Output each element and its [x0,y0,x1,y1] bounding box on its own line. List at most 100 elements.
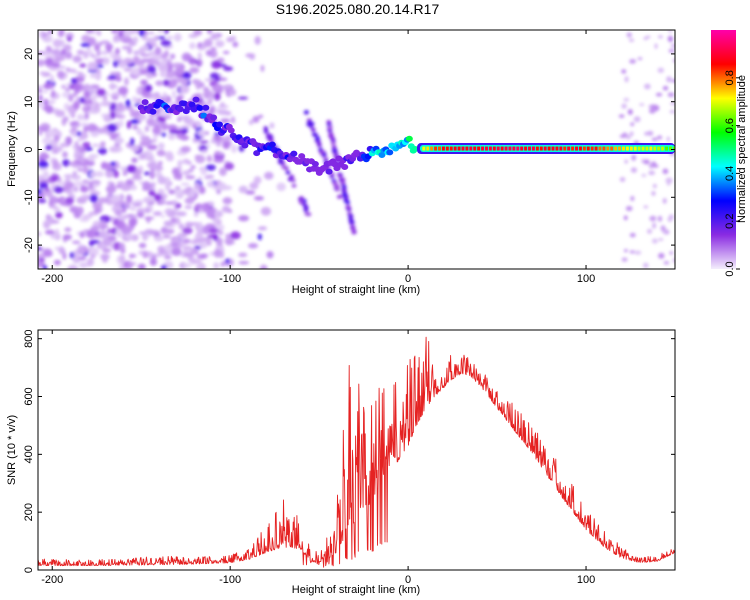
noise-blob [124,77,129,86]
noise-blob [62,159,70,167]
noise-blob [81,214,93,219]
noise-blob [145,72,154,79]
noise-blob [99,220,107,228]
noise-blob [152,166,159,170]
noise-blob [668,30,673,33]
noise-blob [647,130,654,136]
noise-blob [109,71,120,77]
noise-blob [87,61,99,71]
noise-blob [189,60,196,66]
arc-blob [339,177,345,182]
noise-blob [163,220,174,226]
noise-blob [128,262,137,266]
y-tick-label: 400 [23,445,35,463]
noise-blob [248,242,259,249]
noise-blob [162,234,171,239]
noise-blob [64,227,72,233]
noise-blob [42,137,52,145]
noise-blob [125,194,133,204]
noise-blob [109,93,120,97]
noise-blob [172,62,181,68]
noise-blob [208,228,220,234]
noise-blob [107,75,117,80]
noise-blob [120,248,126,254]
noise-blob [200,167,208,176]
noise-blob [220,261,225,267]
noise-blob [215,210,224,218]
noise-blob [61,84,66,89]
noise-blob [662,168,669,175]
noise-blob [238,215,250,222]
band-core [575,146,579,151]
noise-blob [114,209,123,217]
band-core [453,146,457,151]
noise-blob [238,261,250,265]
noise-blob [82,166,89,174]
noise-blob [115,47,120,55]
noise-blob [201,149,208,154]
noise-blob [38,94,43,102]
noise-blob [38,160,49,169]
noise-blob [166,154,175,162]
noise-blob [139,153,146,160]
noise-blob [144,125,150,132]
noise-blob [215,140,222,147]
noise-blob [621,257,628,262]
band-core [653,146,657,151]
noise-blob [115,220,126,229]
snr-background [38,330,675,570]
noise-blob [50,219,60,224]
noise-blob [159,70,166,78]
spectrogram-x-axis: -200 -100 0 100 [41,30,595,285]
noise-blob [79,96,85,104]
noise-blob [111,30,119,34]
noise-blob [161,132,167,137]
band-core [582,146,586,151]
noise-blob [249,182,259,190]
noise-blob [164,201,175,205]
noise-blob [84,113,89,120]
noise-blob [184,221,194,228]
noise-blob [669,251,674,255]
noise-blob [160,122,169,131]
noise-blob [224,162,235,171]
noise-blob [189,42,196,50]
noise-blob [667,216,673,223]
noise-blob [152,126,162,135]
band-core [586,146,590,151]
noise-blob [161,251,170,256]
noise-blob [110,110,116,120]
noise-blob [100,50,109,55]
noise-blob [210,47,217,51]
noise-blob [626,134,631,140]
noise-blob [231,144,238,154]
noise-blob [652,183,657,189]
noise-blob [42,264,48,269]
noise-blob [197,59,202,66]
noise-blob [38,247,43,251]
noise-blob [269,122,275,129]
noise-blob [130,119,139,124]
noise-blob [160,39,172,47]
noise-blob [657,67,665,73]
noise-blob [85,30,94,34]
noise-blob [68,94,74,102]
noise-blob [122,172,128,176]
noise-blob [227,209,233,214]
noise-blob [54,109,66,118]
noise-blob [146,37,157,44]
noise-blob [175,203,182,209]
noise-blob [142,232,148,242]
noise-blob [163,209,174,214]
noise-blob [152,55,163,61]
noise-blob [131,157,138,163]
noise-blob [72,101,80,110]
noise-blob [95,71,102,81]
band-core [621,146,625,151]
arc-blob [331,147,337,152]
noise-blob [657,215,663,222]
noise-blob [641,173,647,177]
arc-blob [335,187,341,192]
noise-blob [38,182,49,190]
ridge-blob [311,161,319,168]
